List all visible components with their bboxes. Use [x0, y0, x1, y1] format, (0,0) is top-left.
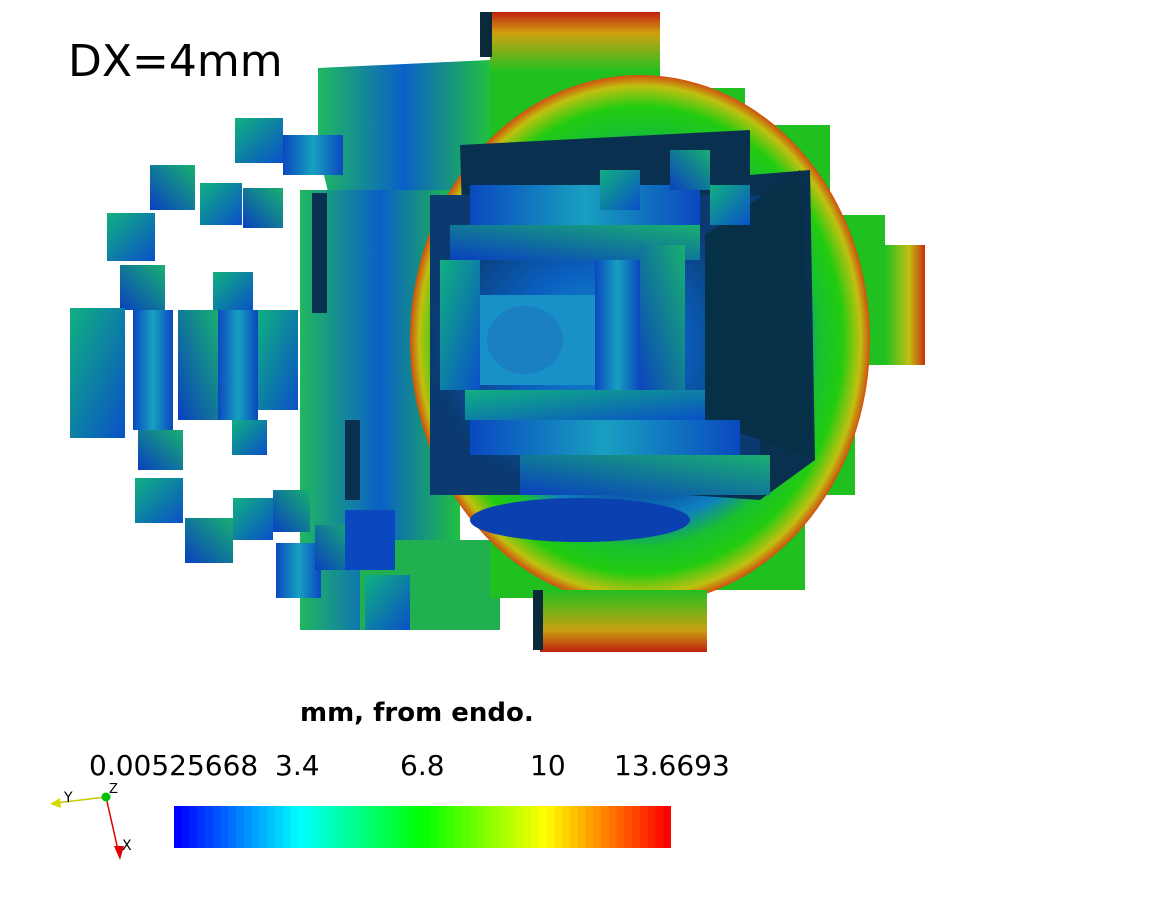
scattered-voxels — [70, 118, 410, 630]
colorbar-swatch — [461, 806, 470, 848]
colorbar-swatch — [205, 806, 214, 848]
colorbar-swatch — [438, 806, 447, 848]
y-axis-label: Y — [63, 790, 73, 806]
x-axis-arrow — [114, 846, 124, 860]
colorbar-swatch — [538, 806, 548, 848]
colorbar-swatch — [212, 806, 222, 848]
colorbar-swatch — [601, 806, 610, 848]
colorbar-swatch — [562, 806, 571, 848]
colorbar-swatch — [484, 806, 493, 848]
colorbar-swatch — [243, 806, 253, 848]
colorbar-swatch — [399, 806, 408, 848]
colorbar-swatch — [406, 806, 416, 848]
colorbar-swatch — [306, 806, 315, 848]
colorbar-swatch — [476, 806, 486, 848]
colorbar-swatch — [360, 806, 369, 848]
colorbar-swatch — [624, 806, 633, 848]
colorbar-swatch — [632, 806, 641, 848]
colorbar-swatch — [570, 806, 579, 848]
colorbar-swatch — [430, 806, 439, 848]
orientation-axes-widget: Y Z X — [50, 782, 132, 860]
x-axis-label: X — [122, 838, 132, 854]
scalar-bar-colorbar[interactable] — [174, 806, 671, 848]
colorbar-swatch — [422, 806, 431, 848]
colorbar-swatch — [515, 806, 525, 848]
colorbar-swatch — [663, 806, 671, 848]
colorbar-swatch — [585, 806, 594, 848]
cavity-steps — [430, 130, 815, 542]
colorbar-swatch — [655, 806, 664, 848]
scalar-bar-title: mm, from endo. — [300, 698, 534, 728]
colorbar-swatch — [181, 806, 191, 848]
colorbar-swatch — [368, 806, 377, 848]
x-axis-line — [105, 796, 119, 851]
scalar-bar-tick: 6.8 — [400, 749, 445, 782]
y-axis-line — [55, 796, 107, 804]
colorbar-swatch — [647, 806, 657, 848]
colorbar-swatch — [220, 806, 229, 848]
z-axis-label: Z — [109, 782, 118, 797]
colorbar-swatch — [383, 806, 393, 848]
y-axis-arrow — [50, 798, 61, 808]
scalar-bar-tick: 13.6693 — [614, 749, 730, 782]
colorbar-swatch — [197, 806, 206, 848]
colorbar-swatch — [344, 806, 354, 848]
scalar-bar-tick: 0.00525668 — [89, 749, 259, 782]
colorbar-swatch — [352, 806, 361, 848]
colorbar-swatch — [500, 806, 509, 848]
colorbar-swatch — [375, 806, 385, 848]
scalar-bar-tick: 3.4 — [275, 749, 320, 782]
colorbar-swatch — [453, 806, 462, 848]
colorbar-swatch — [445, 806, 455, 848]
colorbar-swatch — [228, 806, 237, 848]
colorbar-swatch — [236, 806, 245, 848]
colorbar-swatch — [414, 806, 424, 848]
colorbar-swatch — [608, 806, 618, 848]
colorbar-swatch — [259, 806, 268, 848]
colorbar-swatch — [251, 806, 261, 848]
colorbar-swatch — [337, 806, 346, 848]
z-axis-dot — [101, 792, 111, 802]
colorbar-swatch — [531, 806, 540, 848]
colorbar-swatch — [282, 806, 292, 848]
colorbar-swatch — [616, 806, 626, 848]
colorbar-swatch — [523, 806, 532, 848]
colorbar-swatch — [469, 806, 478, 848]
colorbar-swatch — [329, 806, 338, 848]
colorbar-swatch — [554, 806, 563, 848]
colorbar-swatch — [290, 806, 299, 848]
colorbar-swatch — [546, 806, 556, 848]
colorbar-swatch — [321, 806, 330, 848]
colorbar-swatch — [492, 806, 501, 848]
colorbar-swatch — [313, 806, 323, 848]
colorbar-swatch — [507, 806, 517, 848]
colorbar-swatch — [274, 806, 284, 848]
colorbar-swatch — [267, 806, 276, 848]
colorbar-swatch — [298, 806, 307, 848]
colorbar-swatch — [639, 806, 649, 848]
colorbar-swatch — [391, 806, 400, 848]
colorbar-swatch — [593, 806, 602, 848]
scalar-bar-tick: 10 — [530, 749, 566, 782]
colorbar-swatch — [577, 806, 587, 848]
colorbar-swatch — [189, 806, 198, 848]
colorbar-swatch — [174, 806, 183, 848]
overlay-title: DX=4mm — [68, 36, 283, 87]
